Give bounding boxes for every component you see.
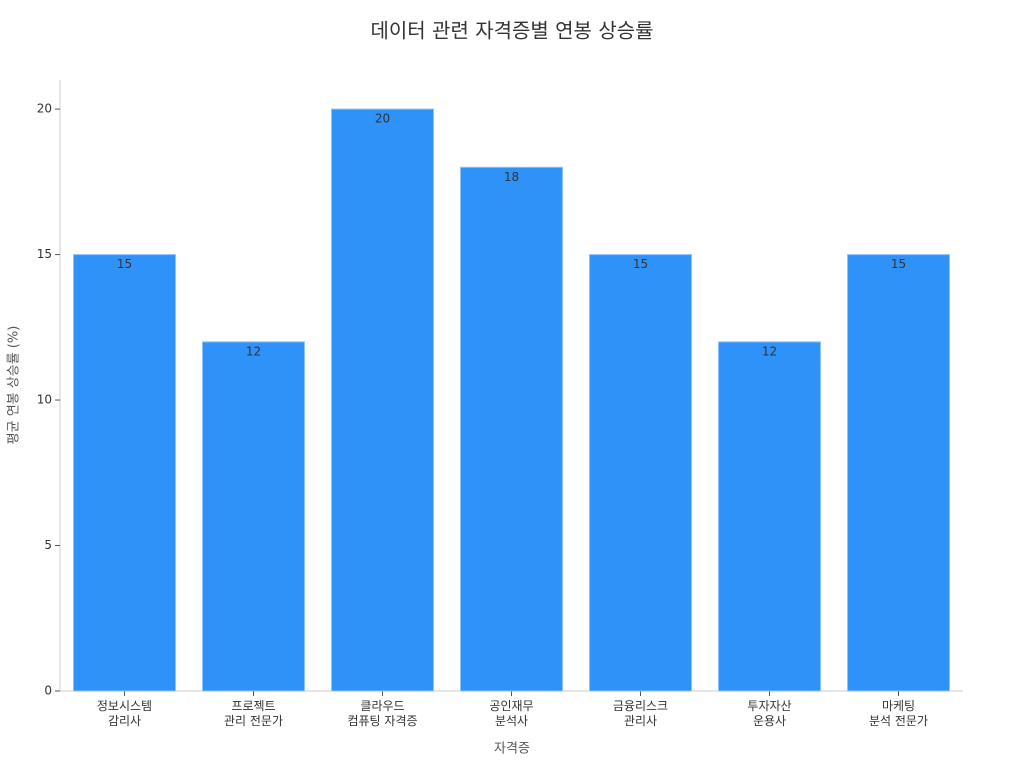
value-label: 12 — [246, 344, 261, 358]
y-tick-label: 5 — [44, 538, 52, 552]
bar — [718, 341, 821, 692]
value-label: 18 — [504, 170, 519, 184]
x-tick-label: 금융리스크 관리사 — [612, 699, 669, 728]
y-tick-label: 0 — [44, 684, 52, 698]
y-tick-label: 20 — [37, 102, 52, 116]
bar — [460, 166, 563, 692]
x-tick-label: 프로젝트 관리 전문가 — [223, 699, 283, 728]
value-label: 15 — [117, 257, 132, 271]
x-tick-label: 마케팅 분석 전문가 — [868, 699, 928, 728]
y-tick-label: 15 — [37, 247, 52, 261]
value-label: 12 — [762, 344, 777, 358]
x-tick-label: 정보시스템 감리사 — [96, 699, 153, 728]
bar — [589, 254, 692, 692]
x-axis-label: 자격증 — [494, 742, 530, 757]
y-axis-label: 평균 연봉 상승률 (%) — [7, 326, 22, 445]
bar — [202, 341, 305, 692]
value-label: 15 — [633, 257, 648, 271]
value-label: 20 — [375, 112, 390, 126]
x-tick-label: 클라우드 컴퓨팅 자격증 — [347, 699, 418, 728]
value-label: 15 — [891, 257, 906, 271]
chart-title: 데이터 관련 자격증별 연봉 상승률 — [370, 19, 653, 43]
bar — [73, 254, 176, 692]
bar — [331, 108, 434, 692]
bar — [847, 254, 950, 692]
x-tick-label: 투자자산 운용사 — [747, 699, 792, 728]
x-tick-label: 공인재무 분석사 — [489, 699, 534, 728]
y-tick-label: 10 — [37, 393, 52, 407]
